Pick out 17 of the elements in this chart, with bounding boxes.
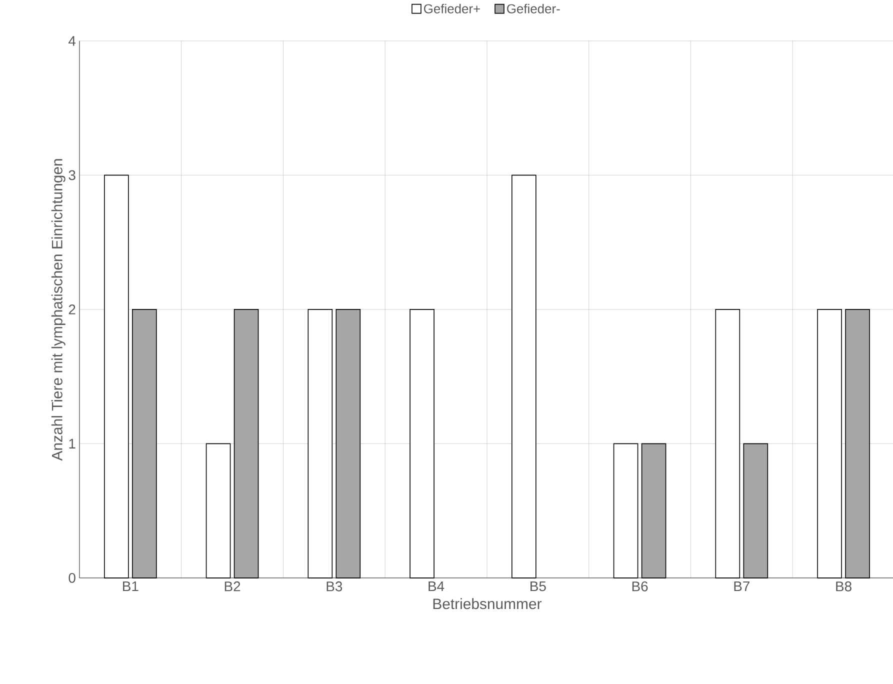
x-tick-label: B3 bbox=[326, 581, 342, 592]
x-tick-label: B5 bbox=[530, 581, 546, 592]
x-axis-title: Betriebsnummer bbox=[433, 598, 542, 610]
x-tick-label: B1 bbox=[123, 581, 138, 592]
y-tick-label: 4 bbox=[68, 36, 76, 46]
x-tick-label: B8 bbox=[836, 581, 852, 592]
x-tick-label: B7 bbox=[734, 581, 750, 592]
y-tick-label: 3 bbox=[68, 170, 76, 180]
y-tick-label: 0 bbox=[68, 572, 76, 583]
x-tick-label: B6 bbox=[632, 581, 648, 592]
y-axis-title: Anzahl Tiere mit lymphatischen Einrichtungen bbox=[51, 159, 66, 461]
x-tick-label: B4 bbox=[428, 581, 444, 592]
legend-label: Gefieder- bbox=[507, 4, 560, 14]
x-tick-label: B2 bbox=[224, 581, 240, 592]
y-tick-label: 2 bbox=[68, 304, 76, 314]
legend-label: Gefieder+ bbox=[424, 4, 480, 14]
y-tick-label: 1 bbox=[69, 438, 76, 448]
